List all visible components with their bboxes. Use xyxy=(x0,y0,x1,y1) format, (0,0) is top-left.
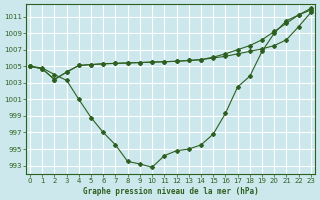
X-axis label: Graphe pression niveau de la mer (hPa): Graphe pression niveau de la mer (hPa) xyxy=(83,187,258,196)
